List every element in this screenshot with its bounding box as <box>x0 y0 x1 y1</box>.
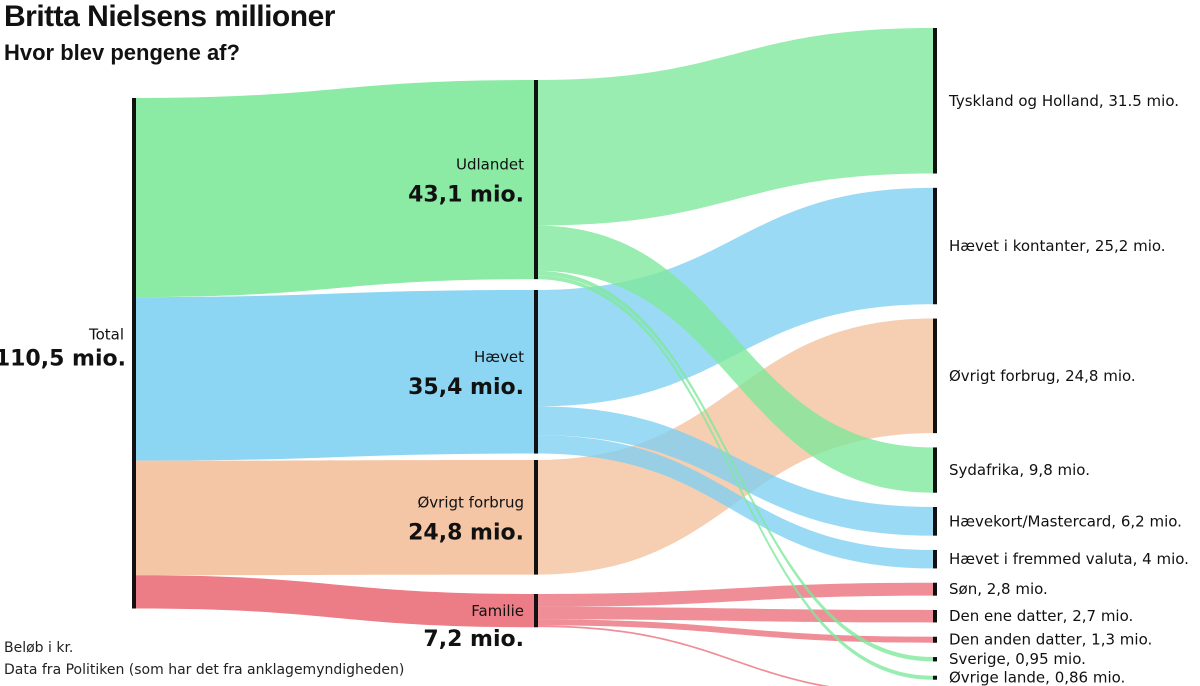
node-label-haevet: Hævet <box>474 348 524 366</box>
link-total-to-familie <box>136 575 536 628</box>
node-bar-target-7 <box>933 609 937 623</box>
link-udlandet-to-target-10 <box>536 275 933 680</box>
target-label-5: Hævet i fremmed valuta, 4 mio. <box>949 550 1189 568</box>
chart-subtitle: Hvor blev pengene af? <box>4 40 240 65</box>
link-total-to-oevrigt <box>136 460 536 576</box>
target-label-7: Den ene datter, 2,7 mio. <box>949 607 1133 625</box>
target-label-0: Tyskland og Holland, 31.5 mio. <box>948 92 1179 110</box>
footnote-unit: Beløb i kr. <box>4 640 74 656</box>
link-total-to-udlandet <box>136 80 536 298</box>
link-udlandet-to-target-0 <box>536 28 933 226</box>
node-bar-target-3 <box>933 447 937 493</box>
node-bar-target-9 <box>933 657 937 662</box>
target-label-1: Hævet i kontanter, 25,2 mio. <box>949 237 1166 255</box>
link-familie-to-target-6 <box>536 582 933 607</box>
node-label-udlandet: Udlandet <box>456 156 524 174</box>
node-value-total: 110,5 mio. <box>0 346 126 371</box>
target-label-9: Sverige, 0,95 mio. <box>949 650 1086 668</box>
target-label-4: Hævekort/Mastercard, 6,2 mio. <box>949 512 1182 530</box>
chart-title: Britta Nielsens millioner <box>4 0 335 33</box>
node-value-haevet: 35,4 mio. <box>408 375 524 400</box>
node-bar-haevet <box>534 290 538 454</box>
node-bar-target-6 <box>933 582 937 596</box>
node-bar-udlandet <box>534 80 538 280</box>
node-bar-target-8 <box>933 636 937 643</box>
node-label-oevrigt: Øvrigt forbrug <box>417 493 524 511</box>
target-label-3: Sydafrika, 9,8 mio. <box>949 461 1090 479</box>
node-label-familie: Familie <box>471 602 524 620</box>
sankey-labels: Total 110,5 mio. Udlandet 43,1 mio. Hævet 35,… <box>0 92 1189 686</box>
link-oevrigt-to-target-2 <box>536 318 933 575</box>
node-label-total: Total <box>88 325 124 343</box>
target-label-6: Søn, 2,8 mio. <box>949 580 1048 598</box>
link-familie-to-target-8 <box>536 619 933 643</box>
node-bar-target-4 <box>933 507 937 536</box>
link-haevet-to-target-5 <box>536 435 933 569</box>
node-value-udlandet: 43,1 mio. <box>408 183 524 208</box>
sankey-links <box>136 28 933 686</box>
node-bar-target-1 <box>933 187 937 305</box>
link-udlandet-to-target-9 <box>536 270 933 662</box>
node-bar-target-0 <box>933 28 937 174</box>
link-familie-to-target-11 <box>536 625 830 686</box>
node-bar-familie <box>534 594 538 628</box>
link-haevet-to-target-4 <box>536 406 933 536</box>
target-label-2: Øvrigt forbrug, 24,8 mio. <box>949 367 1136 385</box>
sankey-node-bars <box>132 28 937 680</box>
node-bar-target-10 <box>933 675 937 680</box>
node-bar-oevrigt <box>534 460 538 575</box>
node-value-familie: 7,2 mio. <box>423 627 524 652</box>
node-bar-target-2 <box>933 318 937 434</box>
node-value-oevrigt: 24,8 mio. <box>408 520 524 545</box>
link-udlandet-to-target-3 <box>536 225 933 493</box>
target-label-8: Den anden datter, 1,3 mio. <box>949 631 1152 649</box>
link-total-to-haevet <box>136 290 536 461</box>
node-bar-target-5 <box>933 549 937 569</box>
target-label-10: Øvrige lande, 0,86 mio. <box>949 669 1125 686</box>
link-haevet-to-target-1 <box>536 187 933 407</box>
footnote-source: Data fra Politiken (som har det fra ankl… <box>4 662 405 678</box>
node-bar-total <box>132 98 136 609</box>
